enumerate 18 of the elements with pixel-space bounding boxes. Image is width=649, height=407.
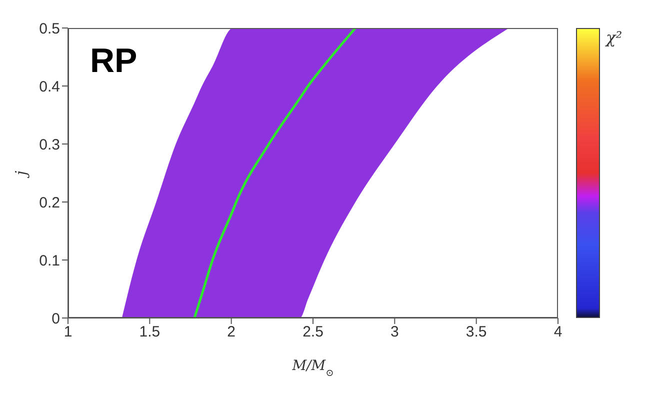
x-tick-label: 1: [64, 324, 72, 341]
annotation: RP: [90, 42, 138, 81]
x-tick-label: 2: [227, 324, 236, 341]
y-tick-label: 0.2: [39, 194, 60, 212]
line-series: [193, 28, 357, 318]
y-tick-label: 0.3: [39, 136, 60, 154]
color-bar-title: χ²: [606, 28, 622, 47]
y-tick-label: 0.5: [39, 20, 60, 38]
y-tick-label: 0: [52, 310, 60, 328]
y-axis-title: j: [12, 170, 30, 178]
x-tick-label: 1.5: [139, 324, 160, 341]
x-tick-label: 4: [554, 324, 562, 341]
x-tick-label: 3.5: [466, 324, 487, 341]
y-tick-label: 0.1: [39, 252, 60, 270]
x-axis-title: M/M$_{⊙}$: [291, 358, 334, 378]
y-tick-label: 0.4: [39, 78, 60, 96]
x-tick-label: 2.5: [302, 324, 324, 341]
x-tick-label: 3: [390, 324, 399, 341]
